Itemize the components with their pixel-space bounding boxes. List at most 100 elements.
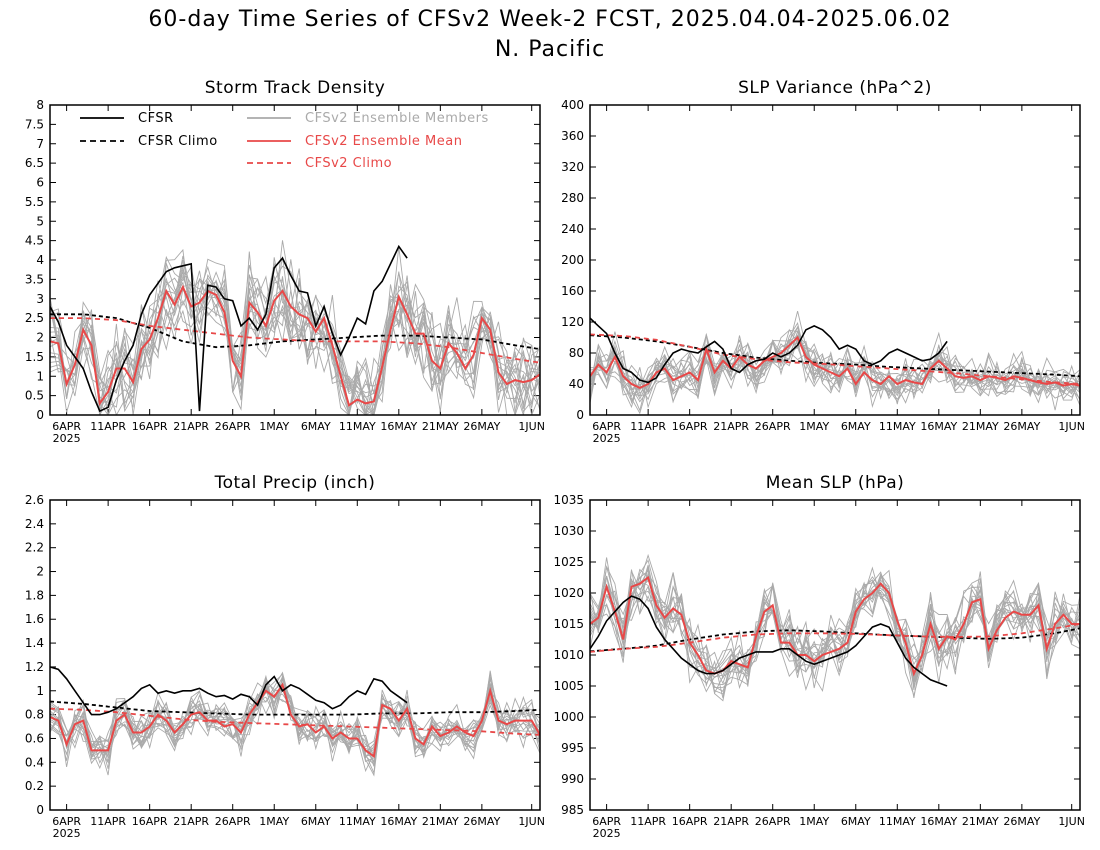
y-tick-label: 1010 — [553, 648, 584, 662]
ensemble-member-line — [590, 566, 1080, 686]
y-tick-label: 40 — [569, 377, 584, 391]
panel-title: Mean SLP (hPa) — [766, 473, 905, 493]
x-tick-label: 21APR — [713, 815, 749, 828]
ensemble-mean-line — [50, 682, 540, 759]
x-tick-label: 16APR — [672, 815, 708, 828]
y-tick-label: 1.6 — [25, 612, 44, 626]
x-tick-label: 26MAY — [1003, 420, 1040, 433]
x-tick-label: 1MAY — [799, 420, 829, 433]
cfsr-climo-line — [590, 627, 1080, 653]
legend-ens-mean-label: CFSv2 Ensemble Mean — [305, 134, 462, 149]
y-tick-label: 0.4 — [25, 755, 44, 769]
y-tick-label: 985 — [561, 803, 584, 817]
y-tick-label: 0 — [36, 803, 44, 817]
x-tick-label: 11MAY — [339, 815, 376, 828]
x-tick-label: 21APR — [173, 420, 209, 433]
x-tick-label: 1JUN — [1058, 420, 1085, 433]
y-tick-label: 0.6 — [25, 731, 44, 745]
y-tick-label: 1035 — [553, 493, 584, 507]
x-tick-label: 6APR — [52, 815, 81, 828]
y-tick-label: 1030 — [553, 524, 584, 538]
y-tick-label: 2 — [36, 565, 44, 579]
x-tick-label: 6APR — [52, 420, 81, 433]
plot-frame — [49, 104, 541, 416]
cfsr-climo-line — [590, 334, 1080, 378]
y-tick-label: 0.5 — [25, 389, 44, 403]
x-tick-label: 11MAY — [879, 420, 916, 433]
ensemble-member-line — [590, 325, 1080, 412]
plot-frame — [589, 499, 1081, 811]
y-tick-label: 3.5 — [25, 272, 44, 286]
ensemble-member-line — [50, 260, 540, 415]
x-tick-label: 1MAY — [259, 815, 289, 828]
ensemble-member-line — [590, 559, 1080, 690]
x-tick-label: 16APR — [672, 420, 708, 433]
x-tick-label: 26MAY — [1003, 815, 1040, 828]
y-tick-label: 1000 — [553, 710, 584, 724]
y-tick-label: 1015 — [553, 617, 584, 631]
x-tick-label: 16MAY — [380, 815, 417, 828]
cfsv2-climo-line — [590, 623, 1080, 653]
x-tick-label: 11APR — [90, 420, 126, 433]
x-tick-label: 1JUN — [518, 420, 545, 433]
panels: Storm Track Density 0 0.5 1 1.5 2 2.5 3 3.5 4 4.5 5… — [25, 78, 1085, 840]
y-tick-label: 2 — [36, 331, 44, 345]
y-tick-label: 280 — [561, 191, 584, 205]
y-tick-label: 360 — [561, 129, 584, 143]
x-tick-label: 11APR — [630, 815, 666, 828]
y-tick-label: 8 — [36, 98, 44, 112]
x-tick-label: 6MAY — [841, 815, 871, 828]
cfsr-line — [590, 595, 948, 687]
panel-precip: Total Precip (inch) 0 0.2 0.4 0.6 0.8 1 1.2 1.4 1… — [25, 473, 545, 840]
panel-title: Storm Track Density — [205, 78, 386, 98]
x-tick-label: 26MAY — [463, 815, 500, 828]
x-year-label: 2025 — [53, 432, 81, 445]
panel-title: SLP Variance (hPa^2) — [738, 78, 932, 98]
panel-storm: Storm Track Density 0 0.5 1 1.5 2 2.5 3 3.5 4 4.5 5… — [25, 78, 545, 445]
ensemble-member-line — [590, 325, 1080, 411]
x-tick-label: 26APR — [215, 420, 251, 433]
y-tick-label: 400 — [561, 98, 584, 112]
y-tick-label: 2.2 — [25, 541, 44, 555]
plot-area — [50, 666, 540, 777]
ensemble-member-line — [590, 568, 1080, 689]
y-tick-label: 200 — [561, 253, 584, 267]
y-tick-label: 120 — [561, 315, 584, 329]
y-tick-label: 240 — [561, 222, 584, 236]
cfsr-climo-line — [50, 700, 540, 716]
legend-cfsr-climo-label: CFSR Climo — [138, 134, 218, 149]
y-tick-label: 1.4 — [25, 636, 44, 650]
y-tick-label: 6.5 — [25, 156, 44, 170]
x-tick-label: 16MAY — [380, 420, 417, 433]
y-tick-label: 2.5 — [25, 311, 44, 325]
y-tick-label: 2.4 — [25, 517, 44, 531]
y-tick-label: 5.5 — [25, 195, 44, 209]
x-tick-label: 21APR — [173, 815, 209, 828]
y-tick-label: 4.5 — [25, 234, 44, 248]
x-tick-label: 16APR — [132, 815, 168, 828]
x-tick-label: 26APR — [215, 815, 251, 828]
plot-area — [50, 240, 540, 415]
ensemble-member-line — [590, 329, 1080, 403]
x-tick-label: 21MAY — [962, 815, 999, 828]
legend-members-label: CFSv2 Ensemble Members — [305, 111, 489, 126]
y-tick-label: 1.8 — [25, 588, 44, 602]
ensemble-member-line — [50, 676, 540, 776]
x-tick-label: 26APR — [755, 815, 791, 828]
ensemble-member-line — [50, 673, 540, 767]
y-tick-label: 320 — [561, 160, 584, 174]
x-tick-label: 21MAY — [422, 420, 459, 433]
figure-title: 60-day Time Series of CFSv2 Week-2 FCST,… — [148, 7, 951, 32]
x-tick-label: 11MAY — [339, 420, 376, 433]
ensemble-mean-line — [590, 575, 1080, 677]
x-tick-label: 1JUN — [1058, 815, 1085, 828]
y-tick-label: 1.5 — [25, 350, 44, 364]
ensemble-member-line — [50, 251, 540, 406]
cfsr-climo-line — [50, 313, 540, 350]
x-tick-label: 6MAY — [301, 420, 331, 433]
plot-area — [590, 310, 1080, 415]
x-tick-label: 1JUN — [518, 815, 545, 828]
y-tick-label: 1 — [36, 369, 44, 383]
panel-slpvar: SLP Variance (hPa^2) 0 40 80 120 160 200 240 280… — [561, 78, 1085, 445]
